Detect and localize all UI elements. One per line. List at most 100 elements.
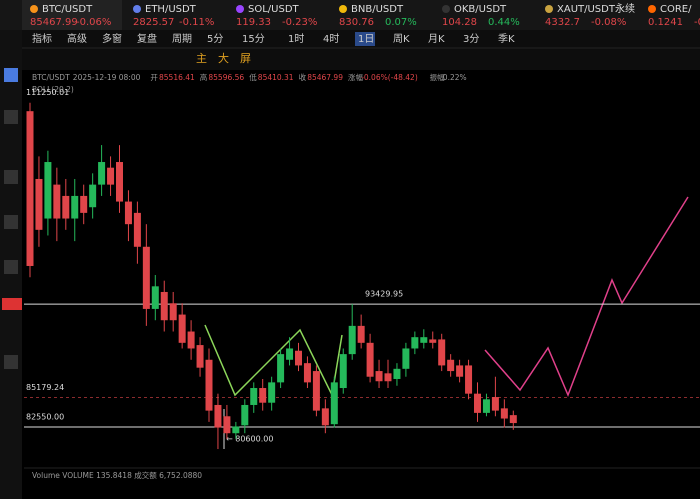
candle-body	[375, 371, 383, 382]
drawn-projection	[484, 196, 689, 398]
draw-tool[interactable]: 屏	[240, 52, 251, 65]
candle-body	[62, 195, 70, 219]
candle-body	[420, 337, 428, 343]
candle-body	[509, 415, 517, 424]
tab-change: -0.23%	[282, 17, 317, 28]
volume-info: Volume VOLUME 135.8418 成交额 6,752.0880	[32, 470, 202, 480]
price-label: 82550.00	[26, 413, 64, 422]
tab-pair[interactable]: OKB/USDT	[454, 4, 507, 15]
info-symbol: BTC/USDT	[32, 73, 70, 82]
candle-body	[259, 388, 267, 403]
toolbar-item[interactable]: 季K	[498, 33, 515, 45]
info-low_label: 低	[249, 72, 257, 82]
candle-body	[393, 368, 401, 379]
candle-body	[151, 286, 159, 309]
toolbar-item[interactable]: 15分	[242, 33, 265, 45]
candle-body	[214, 404, 222, 428]
candle-body	[348, 325, 356, 355]
toolbar-item[interactable]: 月K	[428, 33, 445, 45]
candle-body	[196, 345, 204, 368]
candle-body	[465, 365, 473, 394]
candle-body	[312, 371, 320, 411]
tab-icon	[339, 5, 347, 13]
tab-active	[22, 0, 122, 30]
candle-body	[223, 416, 231, 434]
toolbar-item[interactable]: 3分	[463, 33, 479, 45]
candle-body	[429, 339, 437, 343]
tab-pair[interactable]: BTC/USDT	[42, 4, 93, 15]
tab-pair[interactable]: CORE/	[660, 4, 692, 15]
candle-body	[107, 167, 115, 185]
candle-body	[124, 201, 132, 225]
candle-body	[80, 195, 88, 213]
tab-icon	[236, 5, 244, 13]
candle-body	[160, 291, 168, 321]
candle-body	[321, 408, 329, 426]
candle-body	[330, 382, 338, 425]
tab-pair[interactable]: XAUT/USDT永续	[557, 2, 635, 15]
price-label: 111250.01	[26, 88, 69, 97]
indicator-label: BOLL(20,2)	[32, 85, 74, 94]
price-label: ← 80600.00	[226, 435, 273, 444]
candle-body	[89, 184, 97, 208]
tab-price: 85467.99	[30, 17, 78, 28]
draw-tool[interactable]: 大	[218, 51, 229, 65]
toolbar-item[interactable]: 周期	[172, 33, 192, 45]
candle-body	[303, 363, 311, 383]
tab-icon	[442, 5, 450, 13]
info-amp_label: 振幅	[430, 72, 445, 82]
sidebar-icon	[4, 110, 18, 124]
tab-price: 0.1241	[648, 17, 683, 28]
candle-body	[268, 382, 276, 403]
info-time: 2025-12-19 08:00	[73, 73, 141, 82]
toolbar-item[interactable]: 高级	[67, 32, 87, 45]
candle-body	[241, 404, 249, 426]
info-amp: 0.22%	[443, 73, 467, 82]
info-close_label: 收	[299, 72, 307, 82]
candle-body	[26, 111, 34, 266]
candle-body	[205, 359, 213, 411]
draw-tool[interactable]: 主	[196, 52, 207, 65]
tab-pair[interactable]: ETH/USDT	[145, 4, 197, 15]
candle-body	[133, 212, 141, 247]
sidebar-icon	[4, 355, 18, 369]
toolbar-item[interactable]: 多窗	[102, 32, 122, 45]
tab-icon	[545, 5, 553, 13]
tab-change: 0.44%	[488, 17, 520, 28]
candle-body	[250, 388, 258, 405]
candle-body	[491, 397, 499, 411]
sidebar-icon	[4, 215, 18, 229]
tab-pair[interactable]: BNB/USDT	[351, 4, 404, 15]
tab-price: 4332.7	[545, 17, 580, 28]
tab-price: 119.33	[236, 17, 271, 28]
candle-body	[116, 162, 123, 202]
tab-change: -0.08%	[591, 17, 626, 28]
candle-body	[187, 331, 195, 349]
toolbar-item[interactable]: 指标	[32, 32, 52, 45]
tab-price: 2825.57	[133, 17, 174, 28]
info-open_label: 开	[150, 73, 158, 82]
candle-body	[384, 373, 392, 382]
toolbar-item[interactable]: 4时	[323, 33, 339, 45]
candle-body	[447, 359, 455, 372]
candle-body	[474, 393, 481, 413]
candle-body	[402, 348, 410, 369]
info-close: 85467.99	[307, 73, 343, 82]
toolbar-item[interactable]: 复盘	[137, 32, 157, 45]
candle-body	[438, 339, 446, 366]
toolbar-item[interactable]: 5分	[207, 33, 223, 45]
candle-body	[339, 354, 347, 389]
toolbar-item[interactable]: 1时	[288, 33, 304, 45]
info-change_label: 涨幅	[348, 72, 363, 82]
price-label: 85179.24	[26, 383, 64, 392]
toolbar-active	[355, 32, 375, 46]
candle-body	[411, 337, 419, 349]
info-change: -0.06%(-48.42)	[361, 73, 418, 82]
tab-pair[interactable]: SOL/USDT	[248, 4, 300, 15]
candle-body	[71, 195, 79, 219]
toolbar-item[interactable]: 1日	[358, 34, 374, 45]
toolbar-item[interactable]: 周K	[393, 33, 410, 45]
tab-change: -0.06%	[76, 17, 111, 28]
